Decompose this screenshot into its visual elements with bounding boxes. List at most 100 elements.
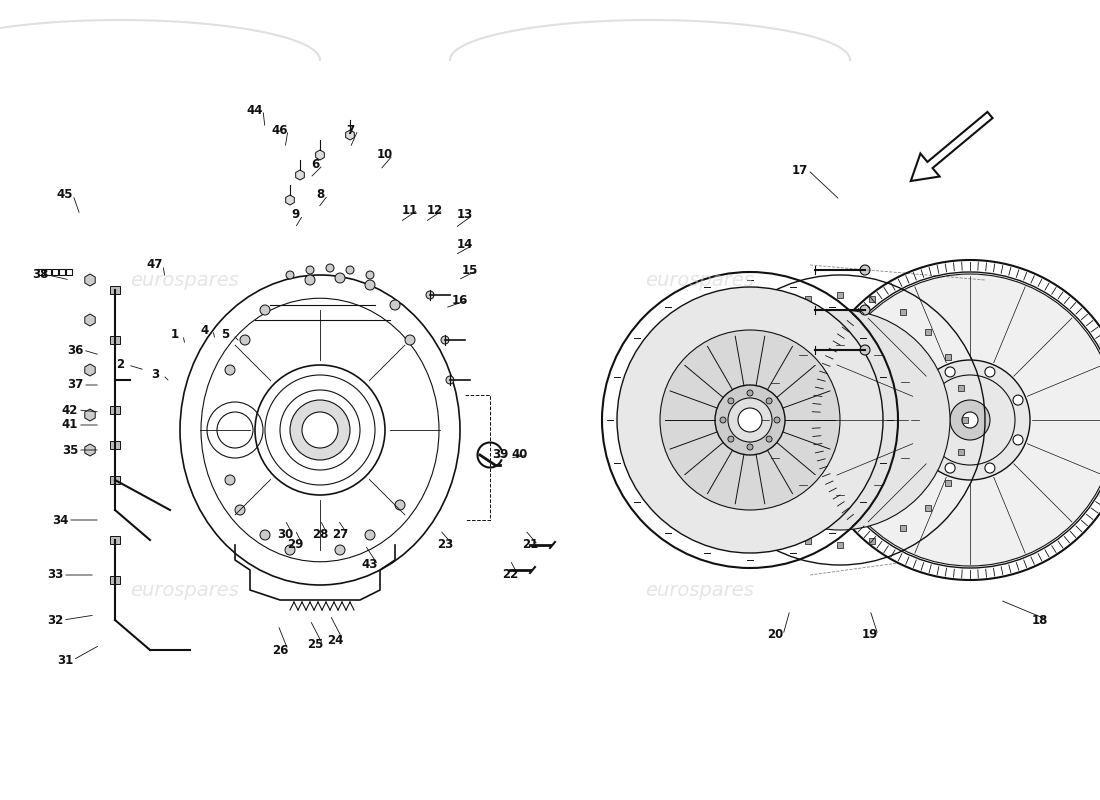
Bar [749,506,755,511]
Bar [712,417,718,423]
Circle shape [365,280,375,290]
Text: 34: 34 [52,514,68,526]
Circle shape [326,264,334,272]
Text: 22: 22 [502,569,518,582]
Circle shape [660,330,840,510]
Text: 38: 38 [32,269,48,282]
Circle shape [285,545,295,555]
Text: 45: 45 [57,189,74,202]
Bar [925,506,932,511]
Circle shape [945,367,955,377]
Bar [774,309,781,314]
Circle shape [365,530,375,540]
Circle shape [441,336,449,344]
Bar [900,309,905,314]
Text: 10: 10 [377,149,393,162]
Bar [110,576,120,584]
Bar [728,354,735,361]
Circle shape [815,395,865,445]
Bar [716,450,723,455]
Bar [66,269,72,275]
Bar [958,450,964,455]
Bar [869,538,876,544]
Text: 11: 11 [402,203,418,217]
Circle shape [235,505,245,515]
Circle shape [802,382,878,458]
Circle shape [446,376,454,384]
Text: 46: 46 [272,123,288,137]
Bar [110,406,120,414]
Circle shape [984,463,994,473]
Bar [728,479,735,486]
Bar [110,536,120,544]
Circle shape [226,475,235,485]
Text: 44: 44 [246,103,263,117]
Circle shape [917,435,927,445]
Text: 40: 40 [512,449,528,462]
Circle shape [240,335,250,345]
Circle shape [860,345,870,355]
Circle shape [1013,435,1023,445]
Text: eurospares: eurospares [131,270,240,290]
Circle shape [860,305,870,315]
Text: 37: 37 [67,378,84,391]
Bar [804,296,811,302]
Circle shape [405,335,415,345]
Text: 18: 18 [1032,614,1048,626]
Bar [749,329,755,334]
Text: 25: 25 [307,638,323,651]
Circle shape [720,417,726,423]
Bar [958,385,964,390]
Text: 30: 30 [277,529,293,542]
Text: 27: 27 [332,529,348,542]
Bar [110,441,120,449]
Circle shape [728,398,734,404]
Bar [716,385,723,390]
Circle shape [260,530,270,540]
Text: 20: 20 [767,629,783,642]
Text: 14: 14 [456,238,473,251]
Circle shape [1013,395,1023,405]
Text: eurospares: eurospares [646,581,755,599]
Text: 47: 47 [146,258,163,271]
Bar [945,479,952,486]
Circle shape [945,463,955,473]
FancyArrow shape [911,112,992,181]
Circle shape [728,436,734,442]
Text: 29: 29 [287,538,304,551]
Circle shape [286,271,294,279]
Circle shape [910,360,1030,480]
Text: 28: 28 [311,529,328,542]
Bar [45,269,51,275]
Text: 7: 7 [345,123,354,137]
Bar [900,526,905,531]
Text: 2: 2 [116,358,124,371]
Bar [925,329,932,334]
Text: 16: 16 [452,294,469,306]
Circle shape [774,417,780,423]
Text: 6: 6 [311,158,319,171]
Text: 15: 15 [462,263,478,277]
Text: 13: 13 [456,209,473,222]
Circle shape [738,408,762,432]
Circle shape [984,367,994,377]
Text: 19: 19 [861,629,878,642]
Circle shape [346,266,354,274]
Circle shape [336,545,345,555]
Circle shape [917,395,927,405]
Circle shape [226,365,235,375]
Bar [110,336,120,344]
Text: 42: 42 [62,403,78,417]
Circle shape [290,400,350,460]
Text: 24: 24 [327,634,343,646]
Bar [110,476,120,484]
Text: eurospares: eurospares [131,581,240,599]
Circle shape [305,275,315,285]
Circle shape [730,310,950,530]
Text: 5: 5 [221,329,229,342]
Text: eurospares: eurospares [646,270,755,290]
Text: 23: 23 [437,538,453,551]
Text: 33: 33 [47,569,63,582]
Bar [59,269,65,275]
Circle shape [426,291,434,299]
